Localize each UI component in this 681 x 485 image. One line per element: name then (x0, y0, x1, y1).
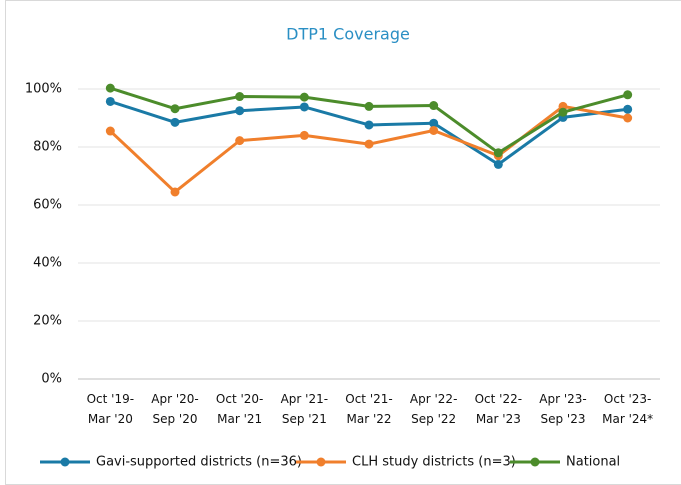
y-tick-label: 40% (33, 256, 62, 271)
point (105, 96, 115, 106)
point (170, 187, 180, 197)
x-tick-label: Apr '20-Sep '20 (151, 392, 198, 426)
point (235, 92, 245, 102)
legend-marker (316, 457, 326, 467)
point (299, 92, 309, 102)
point (493, 159, 503, 169)
y-tick-label: 80% (33, 140, 62, 155)
x-tick-label: Oct '22-Mar '23 (475, 392, 522, 426)
point (429, 101, 439, 111)
point (235, 106, 245, 116)
point (105, 126, 115, 136)
point (235, 136, 245, 146)
y-tick-label: 20% (33, 314, 62, 329)
point (170, 117, 180, 127)
y-tick-label: 60% (33, 198, 62, 213)
point (170, 104, 180, 114)
legend-label: CLH study districts (n=3) (352, 455, 516, 470)
point (299, 102, 309, 112)
y-tick-label: 100% (25, 82, 62, 97)
x-tick-label: Apr '22-Sep '22 (410, 392, 457, 426)
point (429, 125, 439, 135)
legend-label: National (566, 455, 620, 470)
x-tick-label: Apr '21-Sep '21 (281, 392, 328, 426)
point (623, 104, 633, 114)
point (558, 107, 568, 117)
point (429, 118, 439, 128)
point (493, 148, 503, 158)
point (623, 113, 633, 123)
x-tick-label: Oct '20-Mar '21 (216, 392, 263, 426)
legend-marker (530, 457, 540, 467)
x-tick-label: Oct '21-Mar '22 (345, 392, 392, 426)
point (623, 90, 633, 100)
point (299, 130, 309, 140)
point (364, 139, 374, 149)
y-tick-label: 0% (41, 372, 62, 387)
x-tick-label: Apr '23-Sep '23 (539, 392, 586, 426)
point (364, 101, 374, 111)
chart-frame (5, 0, 681, 485)
point (105, 83, 115, 93)
x-tick-label: Oct '23-Mar '24* (602, 392, 653, 426)
legend-label: Gavi-supported districts (n=36) (96, 455, 302, 470)
chart-title: DTP1 Coverage (286, 25, 410, 44)
point (364, 120, 374, 130)
legend-marker (60, 457, 70, 467)
x-tick-label: Oct '19-Mar '20 (87, 392, 134, 426)
